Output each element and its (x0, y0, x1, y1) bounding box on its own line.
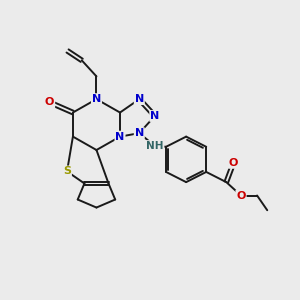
Text: O: O (45, 98, 54, 107)
Text: N: N (150, 111, 159, 121)
Text: N: N (135, 94, 144, 104)
Text: O: O (236, 190, 246, 200)
Text: NH: NH (146, 141, 164, 151)
Text: O: O (229, 158, 238, 168)
Text: S: S (63, 167, 71, 176)
Text: N: N (116, 132, 124, 142)
Text: N: N (92, 94, 101, 104)
Text: N: N (135, 128, 144, 138)
